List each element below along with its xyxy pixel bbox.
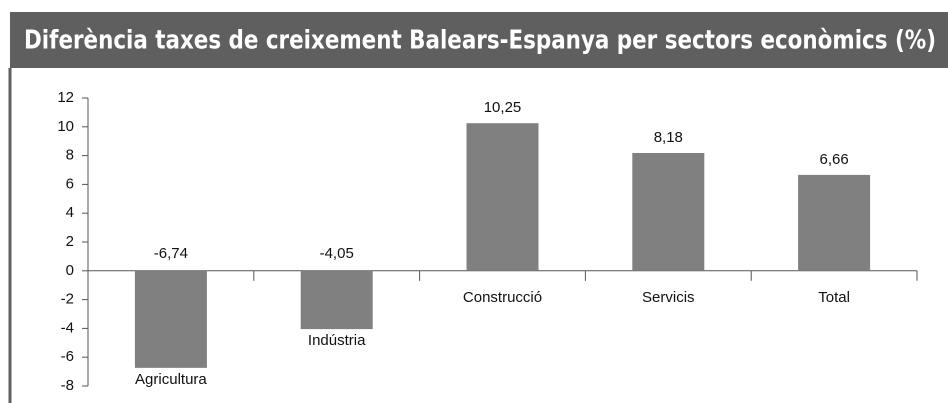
- y-tick-label: 2: [66, 233, 74, 250]
- value-label: 10,25: [484, 99, 522, 116]
- y-tick-label: 6: [66, 175, 74, 192]
- value-label: 6,66: [819, 151, 848, 168]
- bar: [134, 270, 207, 368]
- x-tick-label: Indústria: [308, 332, 366, 349]
- y-tick-label: 8: [66, 147, 74, 164]
- y-tick-label: 12: [57, 89, 74, 106]
- value-label: -4,05: [320, 245, 354, 262]
- x-tick-label: Agricultura: [135, 371, 207, 388]
- title-bar: [10, 12, 948, 68]
- chart-title: Diferència taxes de creixement Balears-E…: [24, 26, 936, 56]
- y-tick-label: 10: [57, 118, 74, 135]
- bar: [798, 174, 871, 271]
- y-tick-label: 0: [66, 262, 74, 279]
- x-tick-label: Construcció: [463, 289, 542, 306]
- bar: [466, 123, 539, 271]
- y-tick-label: -2: [61, 291, 74, 308]
- bar: [300, 270, 373, 330]
- y-tick-label: -8: [61, 377, 74, 394]
- bar: [632, 153, 705, 271]
- x-tick-label: Total: [818, 289, 850, 306]
- y-tick-label: -4: [61, 319, 74, 336]
- value-label: -6,74: [154, 245, 188, 262]
- y-tick-label: 4: [66, 204, 74, 221]
- value-label: 8,18: [654, 129, 683, 146]
- y-tick-label: -6: [61, 348, 74, 365]
- x-tick-label: Servicis: [642, 289, 695, 306]
